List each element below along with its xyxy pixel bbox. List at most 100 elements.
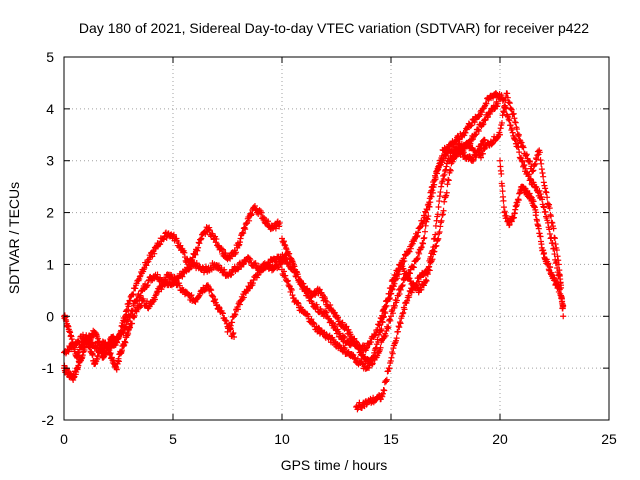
data-point-fill (276, 223, 283, 230)
x-tick-label: 10 (274, 431, 290, 447)
data-point-fill (428, 188, 435, 195)
data-point-fill (538, 166, 545, 173)
data-point-fill (206, 227, 213, 234)
data-point-fill (89, 339, 96, 346)
data-point-fill (297, 281, 304, 288)
data-point-fill (536, 149, 543, 156)
data-point-fill (420, 271, 427, 278)
data-point (529, 168, 536, 175)
data-point-fill (441, 198, 448, 205)
data-point-fill (510, 110, 517, 117)
data-point-fill (504, 90, 511, 97)
data-point-fill (506, 117, 513, 124)
data-point-fill (466, 153, 473, 160)
data-point-fill (231, 310, 238, 317)
data-point-fill (215, 242, 222, 249)
data-point-fill (443, 192, 450, 199)
data-point-fill (530, 167, 537, 174)
data-point (431, 235, 438, 242)
data-point-fill (399, 283, 406, 290)
data-point-fill (514, 140, 521, 147)
data-point-fill (222, 250, 229, 257)
data-point-fill (283, 246, 290, 253)
data-point-fill (520, 144, 527, 151)
data-point-fill (219, 310, 226, 317)
data-point-fill (516, 149, 523, 156)
data-point-fill (350, 351, 357, 358)
data-point-fill (388, 285, 395, 292)
data-point-fill (471, 119, 478, 126)
data-point-fill (354, 355, 361, 362)
data-point-fill (425, 264, 432, 271)
x-tick-label: 5 (169, 431, 177, 447)
data-point-fill (251, 202, 258, 209)
data-point (435, 230, 442, 237)
data-point-fill (421, 214, 428, 221)
data-point-fill (537, 191, 544, 198)
data-point-fill (243, 288, 250, 295)
data-point-fill (475, 128, 482, 135)
data-point-fill (209, 293, 216, 300)
data-point-fill (265, 218, 272, 225)
data-point-fill (281, 241, 288, 248)
data-point-fill (523, 151, 530, 158)
data-point-fill (544, 194, 551, 201)
data-point-fill (436, 198, 443, 205)
data-point-fill (418, 244, 425, 251)
data-point-fill (144, 282, 151, 289)
data-point-fill (418, 286, 425, 293)
data-point-fill (322, 308, 329, 315)
data-point-fill (433, 217, 440, 224)
data-point-fill (440, 175, 447, 182)
data-point-fill (289, 292, 296, 299)
data-point-fill (479, 150, 486, 157)
data-point-fill (154, 271, 161, 278)
data-point-fill (485, 113, 492, 120)
data-point (388, 313, 394, 320)
data-point-fill (386, 290, 393, 297)
data-point-fill (416, 224, 423, 231)
data-point-fill (235, 242, 242, 249)
data-point-fill (371, 332, 378, 339)
data-point-fill (430, 244, 437, 251)
data-point-fill (297, 277, 304, 284)
data-point-fill (143, 262, 150, 269)
data-point-fill (180, 249, 187, 256)
grid-lines (64, 57, 609, 420)
data-point-fill (511, 115, 518, 122)
data-point-fill (526, 190, 533, 197)
data-point-fill (206, 224, 213, 231)
data-point-fill (411, 238, 418, 245)
series-track-f (279, 136, 488, 354)
data-point-fill (341, 344, 348, 351)
chart-title: Day 180 of 2021, Sidereal Day-to-day VTE… (79, 20, 589, 36)
data-point (126, 323, 133, 330)
data-point-fill (389, 350, 396, 357)
data-point-fill (423, 270, 430, 277)
data-point-fill (408, 241, 415, 248)
data-point-fill (519, 158, 526, 165)
data-point (438, 183, 445, 190)
data-point-fill (402, 270, 409, 277)
data-point-fill (387, 358, 394, 365)
data-point (322, 297, 329, 304)
data-point-fill (533, 183, 540, 190)
data-point-fill (489, 140, 496, 147)
data-point-fill (424, 202, 431, 209)
data-point-fill (193, 260, 200, 267)
data-point-fill (498, 119, 505, 126)
data-point-fill (435, 204, 442, 211)
data-point (191, 251, 198, 258)
data-point-fill (533, 156, 540, 163)
data-point-fill (229, 319, 236, 326)
data-point-fill (274, 265, 281, 272)
data-point-fill (443, 163, 450, 170)
data-point-fill (385, 368, 392, 375)
data-point-fill (364, 355, 371, 362)
data-point-fill (189, 254, 196, 261)
data-point-fill (288, 287, 295, 294)
data-point-fill (400, 309, 407, 316)
data-point-fill (230, 330, 237, 337)
data-point-fill (501, 104, 508, 111)
data-point-fill (504, 94, 511, 101)
